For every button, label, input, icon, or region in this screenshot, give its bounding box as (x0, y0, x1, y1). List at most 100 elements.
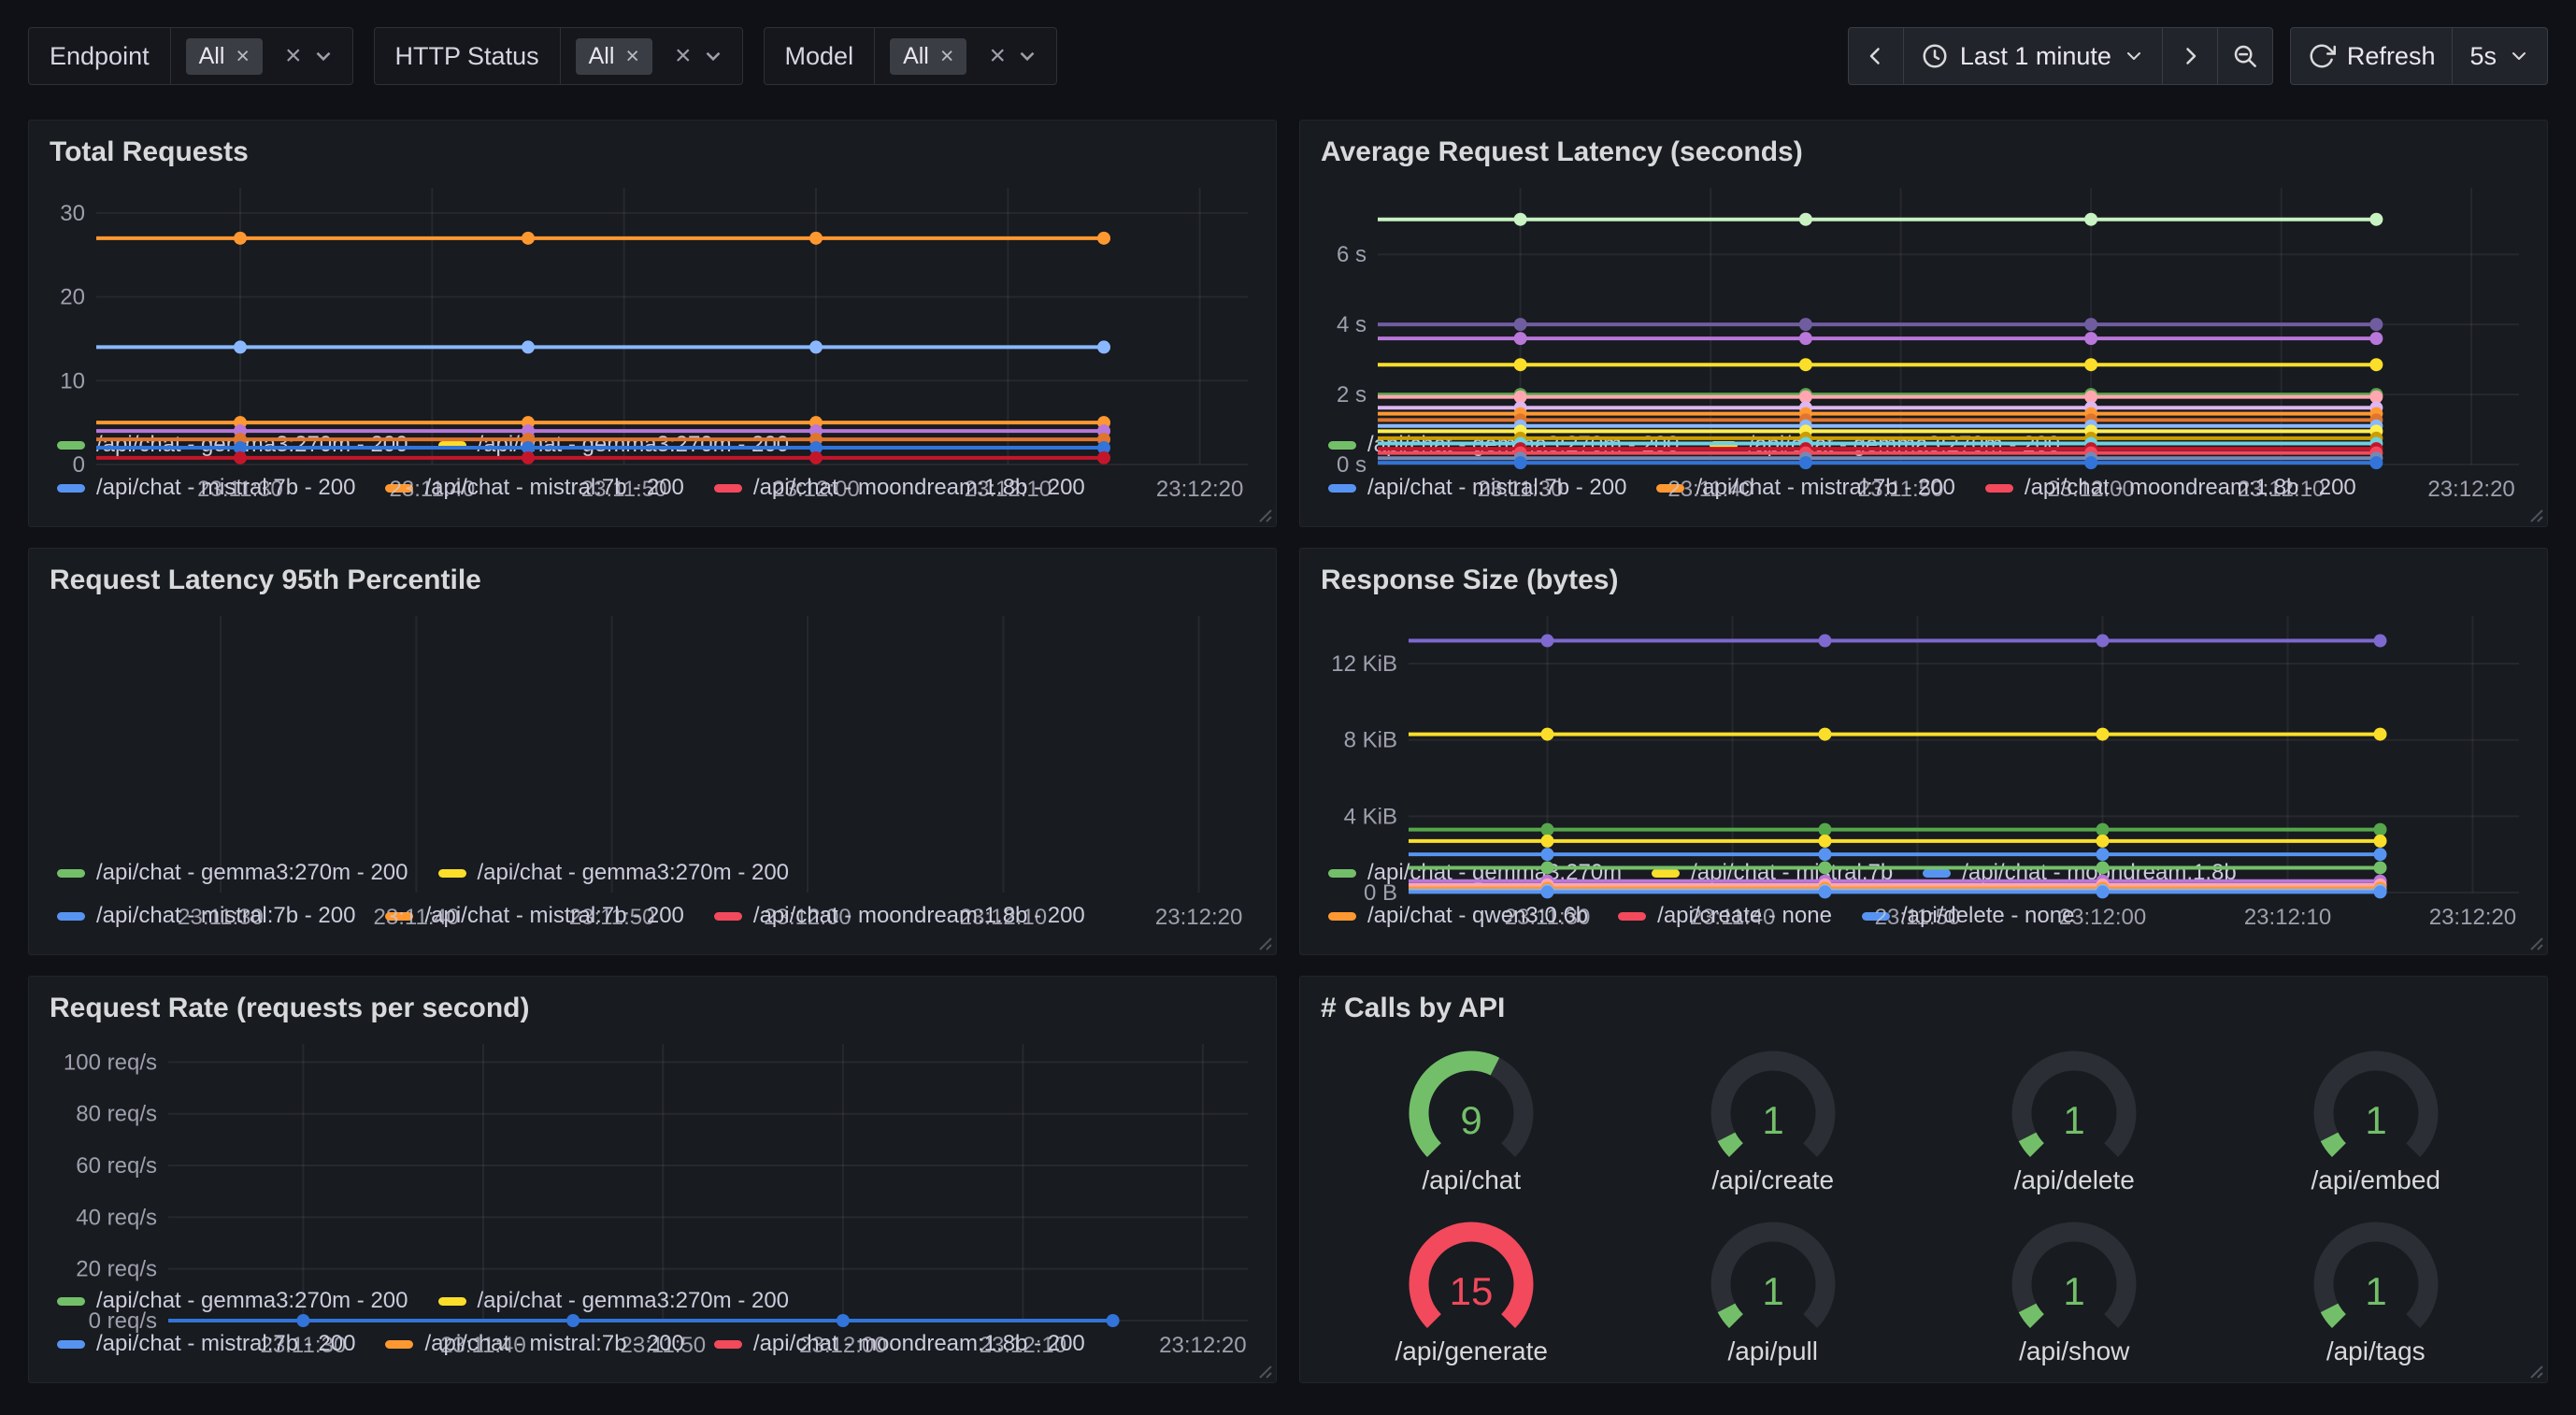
filter-model-dropdown[interactable]: All × × (875, 28, 1056, 84)
legend-item[interactable]: /api/chat - mistral:7b - 200 (1656, 475, 1955, 501)
panel-title[interactable]: Request Rate (requests per second) (50, 993, 530, 1023)
chevron-down-icon[interactable] (1015, 44, 1039, 68)
legend-row: /api/chat - mistral:7b - 200/api/chat - … (57, 466, 1248, 509)
svg-text:23:12:00: 23:12:00 (799, 1333, 886, 1358)
timeseries-chart[interactable]: 23:11:30 23:11:40 23:11:50 23:12:00 23:12:10… (1321, 175, 2526, 502)
chip-remove-icon[interactable]: × (625, 42, 639, 69)
panel-title[interactable]: Average Request Latency (seconds) (1321, 136, 1803, 167)
filter-chip[interactable]: All × (890, 37, 967, 75)
legend-item[interactable]: /api/chat - mistral:7b - 200 (57, 903, 355, 929)
svg-text:23:12:20: 23:12:20 (1159, 1333, 1246, 1358)
panel-title[interactable]: Total Requests (50, 136, 249, 167)
gauge-label: /api/embed (2311, 1165, 2441, 1194)
legend-series-swatch (385, 1339, 414, 1349)
gauge-value: 1 (2365, 1098, 2386, 1142)
filter-chip[interactable]: All × (185, 37, 263, 75)
refresh-interval-label: 5s (2469, 41, 2497, 70)
chip-label: All (198, 42, 225, 69)
legend-item[interactable]: /api/chat - moondream:1.8b - 200 (713, 475, 1085, 501)
time-controls: Last 1 minute Refresh 5s (1847, 27, 2548, 85)
panel-title[interactable]: # Calls by API (1321, 993, 1506, 1023)
svg-text:8 KiB: 8 KiB (1344, 728, 1397, 753)
svg-text:23:11:50: 23:11:50 (581, 477, 667, 502)
filter-endpoint: Endpoint All × × (28, 27, 353, 85)
gauge-value: 1 (1762, 1269, 1783, 1313)
legend-item[interactable]: /api/chat - mistral:7b - 200 (57, 475, 355, 501)
legend-series-swatch (437, 440, 466, 450)
gauge-label: /api/create (1711, 1165, 1835, 1194)
chevron-down-icon[interactable] (701, 44, 725, 68)
timeseries-chart[interactable]: 23:11:30 23:11:40 23:11:50 23:12:00 23:12:10… (50, 175, 1255, 502)
refresh-icon (2310, 44, 2336, 68)
legend-item[interactable]: /api/chat - moondream:1.8b - 200 (713, 903, 1085, 929)
legend-item[interactable]: /api/create - none (1618, 903, 1832, 929)
legend-item[interactable]: /api/chat - gemma3:270m - 200 (57, 860, 408, 886)
dashboard-toolbar: Endpoint All × × HTTP Status All × (28, 26, 2548, 86)
svg-text:2 s: 2 s (1337, 382, 1367, 407)
panel-resize-handle[interactable] (2524, 503, 2544, 523)
clear-selection-icon[interactable]: × (285, 40, 302, 71)
chip-remove-icon[interactable]: × (236, 42, 250, 69)
svg-text:10: 10 (60, 368, 85, 393)
legend-row: /api/chat - qwen3:0.6b/api/create - none… (1328, 894, 2519, 937)
timeseries-chart[interactable]: 23:11:30 23:11:40 23:11:50 23:12:00 23:12:10… (50, 1031, 1255, 1358)
legend-item[interactable]: /api/chat - gemma3:270m - 200 (57, 432, 408, 458)
filter-http-status-dropdown[interactable]: All × × (561, 28, 742, 84)
time-zoom-out-button[interactable] (2217, 27, 2273, 85)
legend-item[interactable]: /api/chat - mistral:7b - 200 (385, 903, 684, 929)
chip-remove-icon[interactable]: × (939, 42, 954, 69)
svg-text:23:11:50: 23:11:50 (1875, 905, 1961, 930)
svg-text:23:12:20: 23:12:20 (2429, 905, 2516, 930)
panel-resize-handle[interactable] (2524, 1359, 2544, 1379)
panel-title[interactable]: Request Latency 95th Percentile (50, 565, 481, 595)
svg-text:40 req/s: 40 req/s (76, 1205, 157, 1230)
panel-title[interactable]: Response Size (bytes) (1321, 565, 1619, 595)
gauge-api-create: 1/api/create (1623, 1031, 1925, 1202)
svg-text:23:12:20: 23:12:20 (1156, 477, 1243, 502)
filter-chip[interactable]: All × (575, 37, 652, 75)
gauge-arc: 9 (1409, 1051, 1534, 1157)
clear-selection-icon[interactable]: × (675, 40, 692, 71)
filter-endpoint-dropdown[interactable]: All × × (171, 28, 352, 84)
legend-item[interactable]: /api/chat - moondream:1.8b - 200 (713, 1331, 1085, 1357)
svg-text:23:12:10: 23:12:10 (2238, 477, 2325, 502)
legend-item[interactable]: /api/chat - gemma3:270m - 200 (57, 1288, 408, 1314)
legend-item[interactable]: /api/chat - gemma3:270m - 200 (437, 1288, 789, 1314)
legend-item[interactable]: /api/chat - gemma3:270m - 200 (437, 860, 789, 886)
panel-resize-handle[interactable] (2524, 931, 2544, 951)
legend-series-swatch (1328, 868, 1356, 878)
panel-resize-handle[interactable] (1252, 1359, 1273, 1379)
legend-series-label: /api/chat - moondream:1.8b - 200 (752, 1331, 1085, 1356)
panel-resize-handle[interactable] (1252, 503, 1273, 523)
legend-series-label: /api/chat - gemma3:270m - 200 (96, 432, 408, 457)
chevron-right-icon (2186, 48, 2197, 64)
refresh-button[interactable]: Refresh (2289, 27, 2454, 85)
timeseries-chart[interactable]: 23:11:30 23:11:40 23:11:50 23:12:00 23:12:10… (50, 603, 1255, 930)
legend-series-label: /api/chat - mistral:7b - 200 (96, 903, 356, 928)
gauge-label: /api/tags (2326, 1336, 2426, 1365)
clear-selection-icon[interactable]: × (989, 40, 1007, 71)
filter-label: Model (765, 28, 876, 84)
legend-item[interactable]: /api/delete - none (1861, 903, 2074, 929)
legend-item[interactable]: /api/chat - mistral:7b - 200 (385, 1331, 684, 1357)
panel-resize-handle[interactable] (1252, 931, 1273, 951)
filter-http-status: HTTP Status All × × (373, 27, 743, 85)
filter-model: Model All × × (763, 27, 1058, 85)
svg-text:23:11:30: 23:11:30 (261, 1333, 347, 1358)
legend-series-swatch (1656, 483, 1685, 493)
timeseries-chart[interactable]: 23:11:30 23:11:40 23:11:50 23:12:00 23:12:10… (1321, 603, 2526, 930)
legend-series-swatch (57, 440, 85, 450)
legend-series-swatch (57, 1339, 85, 1349)
time-shift-forward-button[interactable] (2162, 27, 2218, 85)
chevron-down-icon[interactable] (311, 44, 336, 68)
time-shift-back-button[interactable] (1847, 27, 1904, 85)
time-range-picker-button[interactable]: Last 1 minute (1903, 27, 2163, 85)
refresh-interval-dropdown[interactable]: 5s (2453, 27, 2548, 85)
legend-item[interactable]: /api/chat - mistral:7b - 200 (385, 475, 684, 501)
svg-text:60 req/s: 60 req/s (76, 1153, 157, 1179)
legend-item[interactable]: /api/chat - mistral:7b - 200 (1328, 475, 1626, 501)
legend-item[interactable]: /api/chat - qwen3:0.6b (1328, 903, 1588, 929)
gauge-label: /api/pull (1727, 1336, 1818, 1365)
legend-item[interactable]: /api/chat - moondream:1.8b - 200 (1984, 475, 2356, 501)
legend-item[interactable]: /api/chat - mistral:7b - 200 (57, 1331, 355, 1357)
